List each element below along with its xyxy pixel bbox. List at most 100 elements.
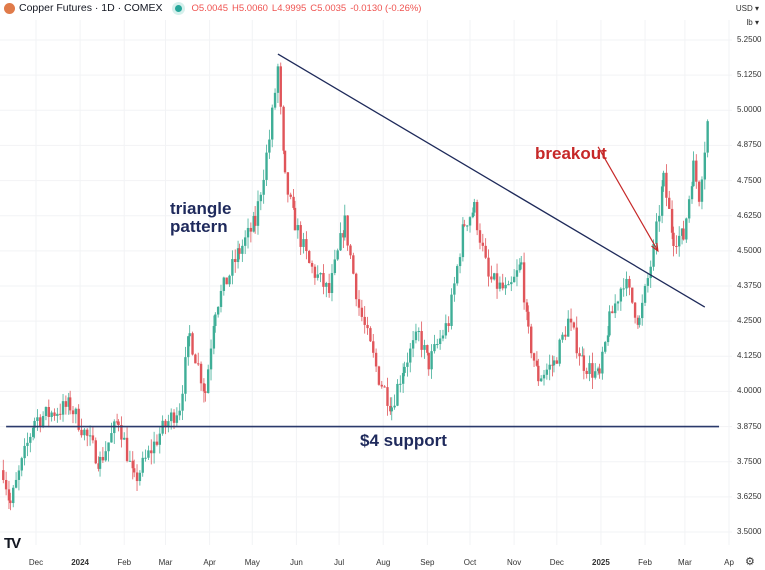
candle-down [611, 311, 614, 314]
candle-down [389, 405, 392, 412]
candle-down [283, 150, 287, 173]
candle-up [41, 415, 45, 426]
currency-select[interactable]: USD ▾ [735, 4, 759, 13]
candle-up [50, 412, 53, 417]
candle-down [383, 386, 386, 388]
candle-down [292, 196, 295, 208]
candle-down [80, 429, 83, 436]
candle-up [33, 420, 36, 428]
candle-down [131, 460, 134, 469]
candle-up [144, 457, 147, 459]
candle-up [594, 371, 597, 378]
candle-up [222, 277, 226, 291]
candle-down [463, 224, 466, 226]
candle-down [675, 245, 678, 247]
candle-up [622, 288, 625, 290]
candle-down [68, 397, 72, 411]
candle-down [420, 331, 423, 350]
candle-up [178, 410, 181, 416]
candle-down [569, 318, 573, 323]
tradingview-logo-icon[interactable]: TV [4, 535, 21, 552]
candle-up [316, 274, 319, 278]
candle-up [510, 282, 513, 285]
candle-down [305, 239, 308, 252]
candle-down [672, 232, 675, 246]
settings-gear-icon[interactable]: ⚙ [745, 556, 755, 568]
candle-down [481, 242, 485, 246]
y-tick-label: 4.5000 [737, 245, 762, 255]
candle-down [7, 489, 11, 501]
candle-down [225, 277, 228, 285]
candle-down [578, 353, 581, 357]
candle-up [649, 266, 652, 279]
candle-down [501, 282, 504, 289]
candle-down [591, 363, 594, 378]
candle-down [310, 262, 314, 267]
ohlc-low: L4.9995 [271, 2, 307, 14]
candle-down [668, 197, 671, 209]
x-tick-label: Aug [376, 558, 391, 567]
candle-up [187, 336, 190, 358]
candle-up [181, 393, 184, 411]
candle-down [101, 456, 105, 461]
candle-down [322, 272, 325, 287]
candle-up [616, 301, 620, 304]
candle-up [236, 248, 240, 263]
candle-up [414, 331, 418, 341]
candle-up [613, 303, 617, 314]
candle-down [53, 412, 56, 416]
candle-up [138, 472, 142, 482]
candle-up [436, 344, 439, 346]
candle-up [608, 311, 611, 336]
candle-up [252, 215, 255, 232]
candle-up [23, 445, 26, 459]
candle-up [542, 374, 546, 379]
y-tick-label: 4.1250 [737, 351, 762, 361]
candle-up [438, 338, 442, 345]
candle-down [327, 283, 331, 294]
candle-down [697, 181, 701, 202]
candle-up [411, 340, 415, 349]
candle-up [325, 283, 328, 287]
candle-up [453, 283, 456, 295]
y-tick-label: 3.8750 [737, 421, 762, 431]
candle-down [132, 468, 136, 473]
candle-up [206, 369, 210, 393]
candle-up [231, 259, 234, 276]
candle-down [58, 413, 62, 415]
candle-up [515, 270, 519, 277]
candle-up [507, 284, 510, 286]
candle-up [152, 441, 156, 454]
candle-down [279, 66, 282, 107]
candle-up [104, 451, 107, 461]
candle-down [346, 215, 349, 246]
candle-down [199, 363, 203, 384]
symbol-title[interactable]: Copper Futures · 1D · COMEX [19, 2, 163, 14]
candle-down [426, 345, 429, 353]
candle-down [695, 160, 698, 182]
candle-up [690, 186, 694, 200]
candle-up [692, 160, 695, 187]
candle-down [282, 106, 285, 151]
candle-up [706, 121, 709, 153]
candle-down [682, 228, 685, 240]
breakout-label: breakout [535, 144, 607, 163]
candle-up [606, 335, 610, 343]
market-status-icon [174, 4, 182, 12]
candle-up [88, 435, 92, 437]
candle-up [61, 401, 65, 415]
candle-up [444, 323, 448, 336]
candle-down [495, 273, 499, 289]
x-tick-label: 2024 [71, 558, 90, 567]
candle-up [29, 436, 32, 443]
candle-up [169, 412, 173, 422]
triangle-pattern-label: triangle pattern [170, 199, 232, 236]
unit-select[interactable]: lb ▾ [746, 18, 759, 27]
candle-down [633, 302, 637, 318]
candle-down [150, 450, 153, 454]
candle-up [493, 273, 496, 280]
x-tick-label: Nov [507, 558, 522, 567]
candle-up [158, 433, 162, 445]
